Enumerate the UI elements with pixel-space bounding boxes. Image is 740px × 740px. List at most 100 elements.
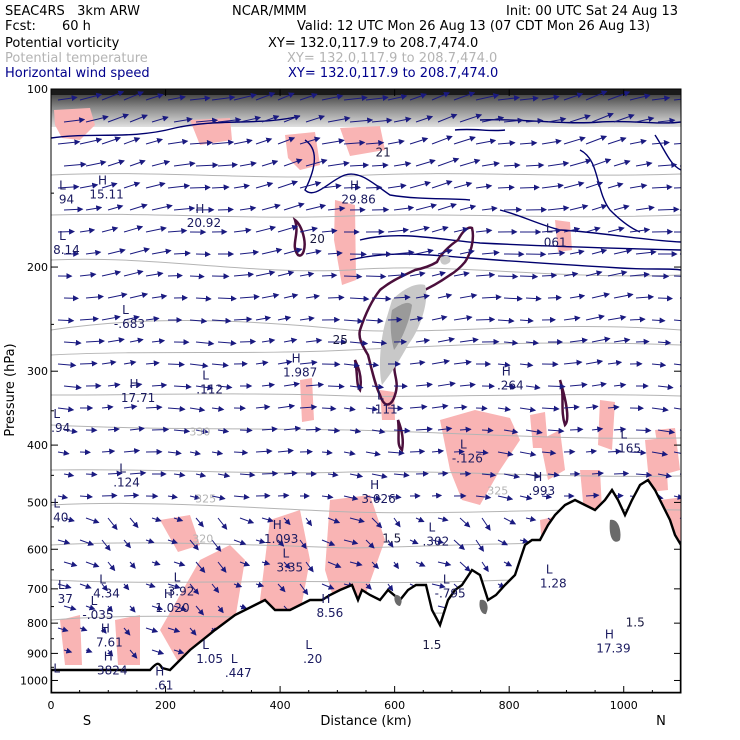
wind-vector [100,627,107,634]
wind-vector [519,361,534,368]
wind-vector [585,359,604,365]
wind-vector [437,202,457,211]
wind-vector [503,473,521,479]
wind-vector [79,92,103,101]
wind-vector [277,583,286,593]
extremum-letter: L [119,461,126,475]
wind-vector [585,226,601,233]
wind-vector [57,406,75,413]
wind-vector [591,381,607,388]
wind-vector [387,405,404,412]
wind-vector [167,361,185,368]
wind-vector [107,649,114,657]
wind-vector [85,293,104,300]
wind-vector [167,183,191,190]
wind-vector [607,359,623,366]
theta-contour [51,173,681,178]
wind-vector [453,135,476,145]
wind-vector [657,162,678,169]
extremum-letter: L [53,407,60,421]
extremum-letter: H [155,664,164,678]
wind-vector [673,407,681,410]
y-tick-label: 1000 [20,674,48,687]
wind-vector [497,140,516,147]
wind-vector [217,206,234,213]
wind-vector [145,360,160,367]
wind-vector [459,517,471,528]
x-tick-label: 400 [270,699,291,712]
y-tick-label: 100 [27,83,48,96]
wind-vector [63,206,84,213]
wind-vector [189,317,208,324]
wind-vector [233,271,255,278]
wind-vector [195,517,204,528]
wind-vector [657,472,673,479]
wind-vector [63,161,87,168]
wind-vector [349,384,364,390]
wind-vector [239,249,260,256]
wind-vector [327,427,341,434]
wind-vector [547,116,567,123]
wind-vector [365,583,372,590]
wind-vector [327,294,345,301]
wind-vector [673,98,681,101]
extremum-value: .061 [540,236,567,250]
extremum-letter: L [59,179,66,193]
extremum-letter: L [460,437,467,451]
wind-vector [217,427,230,434]
wind-vector [591,470,605,477]
wind-vector [569,114,591,123]
wind-vector [255,404,271,411]
wind-vector [321,493,334,500]
pv-core [379,284,427,385]
wind-vector [299,181,322,189]
extremum-letter: L [91,594,98,608]
wind-vector [321,138,345,145]
extremum-letter: L [546,563,553,577]
wind-vector [585,181,604,189]
wind-vector [365,405,379,412]
wind-vector [387,449,405,456]
wind-vector [195,384,214,391]
wind-vector [393,471,410,478]
extremum-letter: H [104,649,113,663]
wind-vector [123,627,131,636]
extremum-letter: L [202,369,209,383]
wind-vector [481,471,497,478]
wind-vector [57,317,75,324]
extremum-value: 37 [58,592,73,606]
wind-vector [283,561,291,570]
extremum-letter: L [202,638,209,652]
wind-vector [233,92,257,101]
wind-vector [415,337,431,344]
wind-vector [167,405,186,412]
wind-vector [57,139,81,146]
wind-vector [217,339,237,346]
wind-vector [541,405,560,412]
wind-vector [635,471,653,478]
wind-vector [283,470,298,477]
wind-vector [85,249,102,256]
extremum-letter: H [533,470,542,484]
wind-vector [525,428,543,435]
extremum-value: .111 [371,403,398,417]
wind-vector [613,113,635,123]
wind-vector [305,426,322,433]
wind-vector [409,93,427,101]
wind-vector [129,203,148,211]
wind-vector [189,450,202,456]
wind-vector [525,117,544,124]
wind-vector [217,161,238,168]
wind-vector [431,91,450,101]
wind-vector [106,605,113,613]
wind-vector [299,315,315,322]
extremum-letter: L [231,652,238,666]
wind-vector [387,227,410,234]
wind-vector [613,470,630,477]
wind-vector [371,517,383,529]
wind-vector [453,359,472,366]
wind-vector [431,358,451,365]
field-name-pv: Potential vorticity [5,36,120,51]
theta-contour [51,320,681,332]
wind-vector [189,539,199,551]
